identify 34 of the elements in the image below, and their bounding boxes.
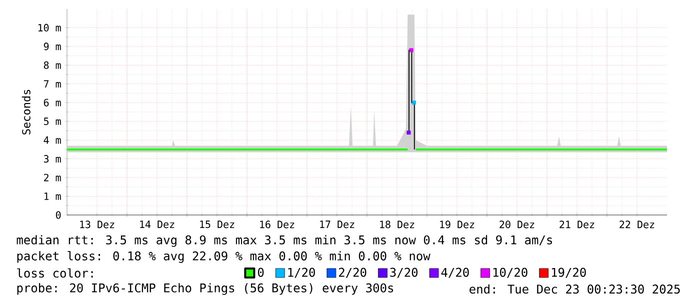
text: probe: 20 IPv6-ICMP Echo Pings (56 Bytes) every 300s bbox=[17, 283, 394, 295]
text: end: Tue Dec 23 00:23:30 2025 bbox=[470, 284, 680, 294]
x-tick-label: 15 Dez bbox=[200, 220, 234, 228]
x-tick-label: 18 Dez bbox=[380, 220, 414, 228]
y-tick-label: 1 m bbox=[44, 192, 61, 200]
y-tick-label: 0 bbox=[56, 211, 61, 219]
x-tick-label: 22 Dez bbox=[620, 220, 654, 228]
text: packet loss: 0.18 % avg 22.09 % max 0.00 % min 0.00 % now bbox=[17, 251, 430, 263]
y-tick-label: 5 m bbox=[44, 118, 61, 126]
y-tick-label: 8 m bbox=[44, 61, 61, 69]
x-tick-label: 21 Dez bbox=[560, 220, 594, 228]
y-tick-label: 7 m bbox=[44, 80, 61, 88]
x-tick-label: 14 Dez bbox=[140, 220, 174, 228]
y-tick-label: 4 m bbox=[44, 136, 61, 144]
legend-label: 1/20 bbox=[288, 268, 315, 278]
y-axis-title: Seconds bbox=[22, 90, 30, 134]
text: median rtt: 3.5 ms avg 8.9 ms max 3.5 ms min 3.5 ms now 0.4 ms sd 9.1 am/s bbox=[16, 235, 552, 247]
y-tick-label: 10 m bbox=[38, 24, 61, 32]
legend-label: 3/20 bbox=[390, 268, 418, 278]
x-tick-label: 16 Dez bbox=[260, 220, 294, 228]
legend-label: 10/20 bbox=[493, 268, 528, 278]
text: loss color: bbox=[17, 268, 93, 278]
x-tick-label: 19 Dez bbox=[440, 220, 474, 228]
y-tick-label: 6 m bbox=[44, 98, 61, 106]
legend-label: 4/20 bbox=[441, 268, 469, 278]
y-tick-label: 3 m bbox=[44, 155, 61, 163]
x-tick-label: 17 Dez bbox=[320, 220, 354, 228]
legend-label: 19/20 bbox=[552, 268, 586, 278]
x-tick-label: 13 Dez bbox=[80, 220, 114, 228]
y-tick-label: 9 m bbox=[44, 42, 61, 50]
x-tick-label: 20 Dez bbox=[500, 220, 534, 228]
legend-label: 2/20 bbox=[339, 268, 366, 278]
y-tick-label: 2 m bbox=[44, 174, 61, 182]
legend-label: 0 bbox=[258, 268, 264, 277]
